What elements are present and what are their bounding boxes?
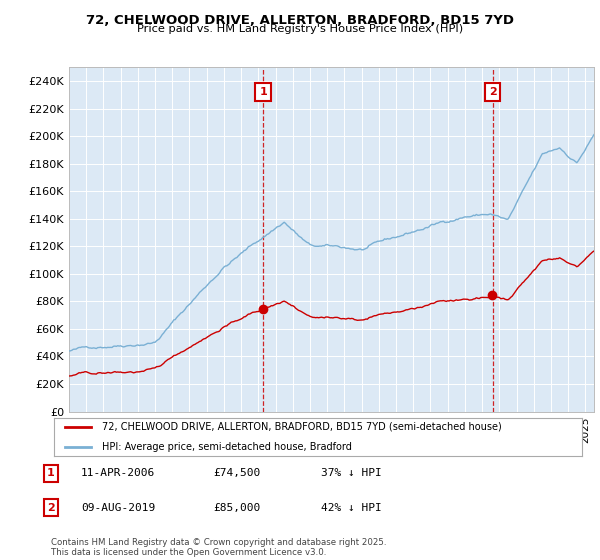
Text: 11-APR-2006: 11-APR-2006 xyxy=(81,468,155,478)
Text: 2: 2 xyxy=(47,503,55,513)
Text: 72, CHELWOOD DRIVE, ALLERTON, BRADFORD, BD15 7YD (semi-detached house): 72, CHELWOOD DRIVE, ALLERTON, BRADFORD, … xyxy=(101,422,501,432)
Text: 72, CHELWOOD DRIVE, ALLERTON, BRADFORD, BD15 7YD: 72, CHELWOOD DRIVE, ALLERTON, BRADFORD, … xyxy=(86,14,514,27)
Text: 2: 2 xyxy=(489,87,496,97)
Text: £85,000: £85,000 xyxy=(213,503,260,513)
Text: Contains HM Land Registry data © Crown copyright and database right 2025.
This d: Contains HM Land Registry data © Crown c… xyxy=(51,538,386,557)
Text: 37% ↓ HPI: 37% ↓ HPI xyxy=(321,468,382,478)
Text: £74,500: £74,500 xyxy=(213,468,260,478)
Text: 09-AUG-2019: 09-AUG-2019 xyxy=(81,503,155,513)
Text: 42% ↓ HPI: 42% ↓ HPI xyxy=(321,503,382,513)
Text: 1: 1 xyxy=(259,87,267,97)
Text: HPI: Average price, semi-detached house, Bradford: HPI: Average price, semi-detached house,… xyxy=(101,442,352,452)
Text: 1: 1 xyxy=(47,468,55,478)
Text: Price paid vs. HM Land Registry's House Price Index (HPI): Price paid vs. HM Land Registry's House … xyxy=(137,24,463,34)
